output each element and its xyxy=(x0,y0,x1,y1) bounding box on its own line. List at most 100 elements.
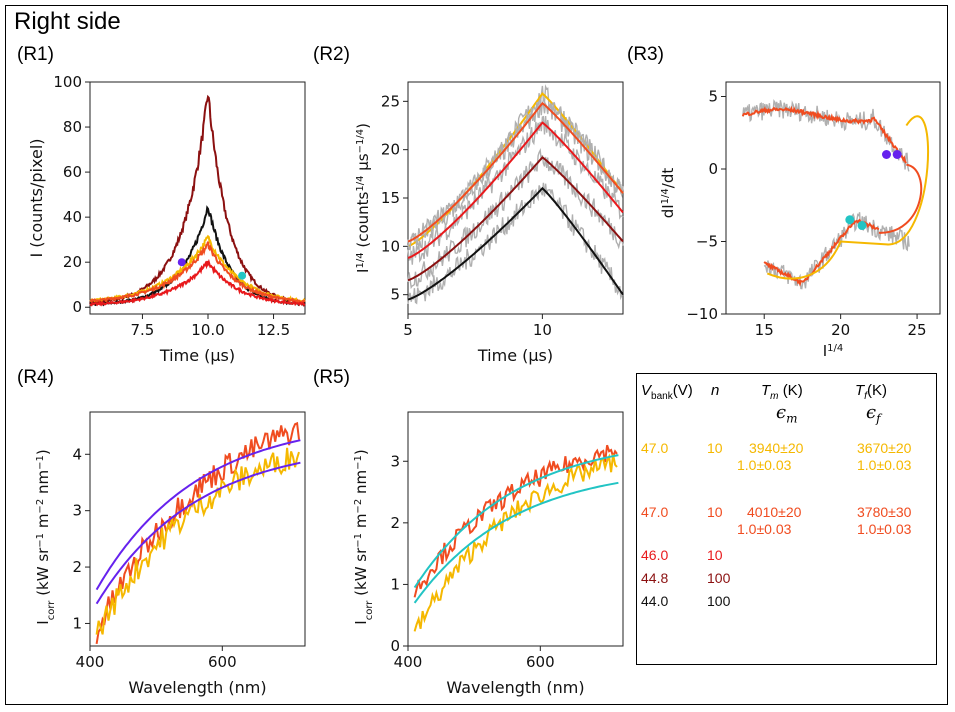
y-tick-label: 0 xyxy=(72,298,82,316)
x-tick-label: 10.0 xyxy=(191,321,224,339)
panel-label-r4: (R4) xyxy=(17,367,54,388)
plot-frame xyxy=(89,411,306,647)
plot-R1: 7.5 10.0 12.5 0 20 40 60 80 100 Time (μs) I (count… xyxy=(27,73,306,365)
y-tick-label: 0 xyxy=(708,160,718,178)
legend-tm: 3940±20 xyxy=(749,440,804,456)
plot-R5: 400 600 0 1 2 3 Wavelength (nm) Icorr (kW sr−1 … xyxy=(352,411,624,697)
r1-y-label: I (counts/pixel) xyxy=(27,138,46,257)
r1-series-line xyxy=(89,258,306,307)
y-tick-label: 5 xyxy=(708,88,718,106)
plot-R4: 400 600 1 2 3 4 Wavelength (nm) Icorr (kW sr−1 … xyxy=(34,411,306,697)
r2-raw-line xyxy=(407,84,624,252)
legend-vbank: 44.0 xyxy=(641,593,669,609)
y-tick-label: 40 xyxy=(63,208,82,226)
r5-y-label: Icorr (kW sr−1 m−2 nm−1) xyxy=(352,449,375,624)
legend-header-n: n xyxy=(711,382,720,399)
legend-tf: 3670±20 xyxy=(857,440,912,456)
r3-marker xyxy=(857,221,867,231)
x-tick-label: 400 xyxy=(76,653,105,671)
r5-x-label: Wavelength (nm) xyxy=(446,678,584,697)
figure-frame xyxy=(5,5,948,705)
r2-series-line xyxy=(407,121,624,259)
legend-vbank: 44.8 xyxy=(641,570,669,586)
y-tick-label: 20 xyxy=(381,141,400,159)
y-tick-label: 1 xyxy=(72,614,82,632)
r3-marker xyxy=(882,150,891,159)
r4-x-label: Wavelength (nm) xyxy=(128,678,266,697)
x-tick-label: 600 xyxy=(526,653,555,671)
y-tick-label: 10 xyxy=(381,237,400,255)
legend-table: Vbank(V) n Tm (K) Tf(K) ϵm ϵf 47.0 10 3940… xyxy=(636,373,937,665)
y-tick-label: −10 xyxy=(686,305,718,323)
x-tick-label: 10 xyxy=(533,321,552,339)
y-tick-label: 0 xyxy=(390,637,400,655)
legend-vbank: 46.0 xyxy=(641,547,669,563)
legend-n: 10 xyxy=(707,504,723,520)
y-tick-label: 80 xyxy=(63,118,82,136)
y-tick-label: 3 xyxy=(72,502,82,520)
r4-spectrum-line xyxy=(95,447,300,635)
r3-marker xyxy=(845,215,855,225)
r4-y-label: Icorr (kW sr−1 m−2 nm−1) xyxy=(34,449,57,624)
r1-series-line xyxy=(89,234,306,303)
y-tick-label: 100 xyxy=(53,73,82,91)
r1-marker xyxy=(238,271,247,280)
legend-vbank: 47.0 xyxy=(641,440,669,456)
y-tick-label: −5 xyxy=(696,233,718,251)
legend-header-vbank: Vbank(V) xyxy=(641,382,693,402)
r3-orange-lower xyxy=(763,218,880,287)
y-tick-label: 2 xyxy=(72,558,82,576)
legend-n: 100 xyxy=(707,570,731,586)
r4-spectrum-line xyxy=(95,421,300,645)
x-tick-label: 20 xyxy=(831,321,850,339)
legend-header-em: ϵm xyxy=(776,402,798,426)
y-tick-label: 5 xyxy=(390,286,400,304)
legend-ef: 1.0±0.03 xyxy=(857,457,912,473)
plot-frame xyxy=(407,81,624,315)
legend-ef: 1.0±0.03 xyxy=(857,521,912,537)
page-title: Right side xyxy=(14,8,121,35)
x-tick-label: 12.5 xyxy=(257,321,290,339)
r2-raw-line xyxy=(407,148,624,290)
legend-n: 10 xyxy=(707,440,723,456)
r2-series-line xyxy=(407,156,624,282)
r5-fit-line xyxy=(413,481,619,604)
x-tick-label: 5 xyxy=(403,321,413,339)
r3-y-label: dI1/4/dt xyxy=(659,168,677,219)
y-tick-label: 25 xyxy=(381,92,400,110)
y-tick-label: 15 xyxy=(381,189,400,207)
y-tick-label: 60 xyxy=(63,163,82,181)
r1-marker xyxy=(177,258,186,267)
legend-em: 1.0±0.03 xyxy=(737,521,792,537)
r1-x-label: Time (μs) xyxy=(159,346,235,365)
r2-y-label: I1/4 (counts1/4 μs−1/4) xyxy=(354,123,372,273)
r2-series-line xyxy=(407,92,624,248)
y-tick-label: 3 xyxy=(390,452,400,470)
x-tick-label: 400 xyxy=(394,653,423,671)
x-tick-label: 600 xyxy=(208,653,237,671)
r5-spectrum-line xyxy=(413,444,618,598)
r5-fit-line xyxy=(413,454,619,589)
x-tick-label: 25 xyxy=(908,321,927,339)
r2-raw-line xyxy=(407,98,624,251)
r3-marker xyxy=(892,150,902,159)
r2-series-line xyxy=(407,101,624,243)
legend-n: 10 xyxy=(707,547,723,563)
r4-fit-line xyxy=(95,461,301,605)
plot-R3: 15 20 25 −10 −5 0 5 I1/4 dI1/4/dt xyxy=(659,81,941,360)
legend-tm: 4010±20 xyxy=(747,504,802,520)
legend-header-ef: ϵf xyxy=(866,402,881,426)
y-tick-label: 4 xyxy=(72,445,82,463)
plot-frame xyxy=(407,411,624,647)
panel-label-r5: (R5) xyxy=(313,367,350,388)
y-tick-label: 20 xyxy=(63,253,82,271)
r3-yellow-loop xyxy=(766,115,930,280)
r2-x-label: Time (μs) xyxy=(477,346,553,365)
plot-frame xyxy=(89,81,306,315)
r3-x-label: I1/4 xyxy=(823,342,844,360)
r3-raw-upper xyxy=(742,99,910,172)
y-tick-label: 2 xyxy=(390,514,400,532)
legend-em: 1.0±0.03 xyxy=(737,457,792,473)
legend-tf: 3780±30 xyxy=(857,504,912,520)
